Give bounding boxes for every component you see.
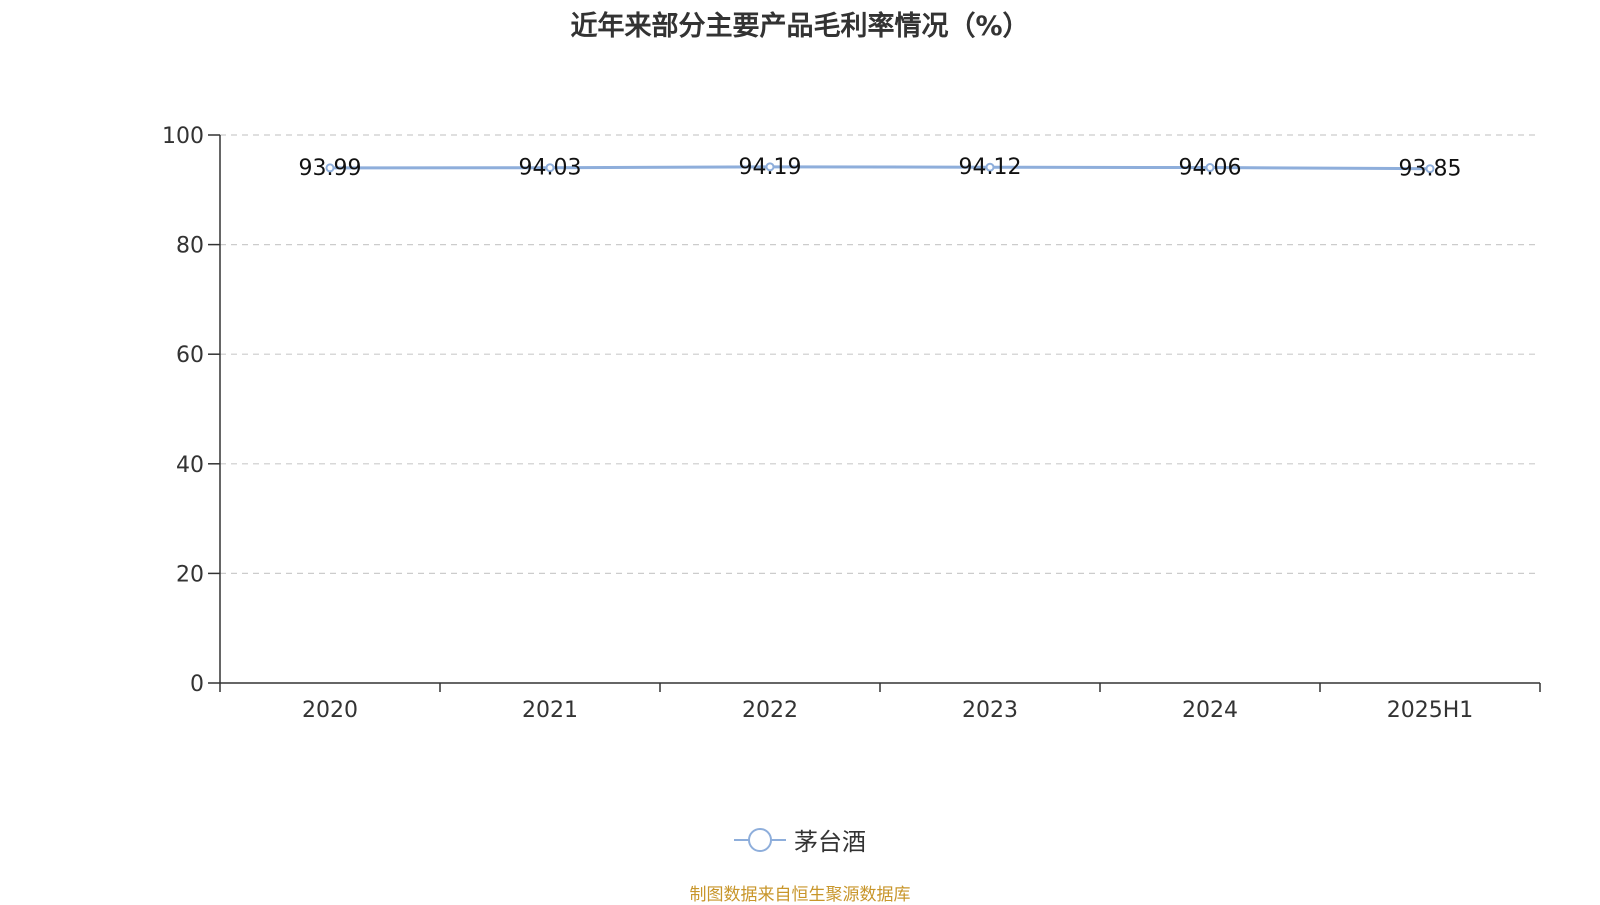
x-tick-label-2024: 2024 <box>1182 698 1238 723</box>
data-point-2021 <box>545 163 555 173</box>
y-tick-label-60: 60 <box>176 343 204 368</box>
data-point-2023 <box>985 162 995 172</box>
data-point-2024 <box>1205 163 1215 173</box>
y-tick-label-40: 40 <box>176 453 204 478</box>
x-tick-label-2021: 2021 <box>522 698 578 723</box>
data-point-2022 <box>765 162 775 172</box>
data-label-2020: 93.99 <box>299 156 362 181</box>
legend[interactable]: 茅台酒 <box>0 822 1600 857</box>
source-note: 制图数据来自恒生聚源数据库 <box>689 885 911 905</box>
y-tick-label-100: 100 <box>162 124 204 149</box>
y-tick-label-20: 20 <box>176 562 204 587</box>
x-tick-label-2023: 2023 <box>962 698 1018 723</box>
chart-title: 近年来部分主要产品毛利率情况（%） <box>570 11 1030 42</box>
data-label-2025H1: 93.85 <box>1399 157 1462 182</box>
legend-label-series: 茅台酒 <box>794 828 866 856</box>
x-tick-label-2020: 2020 <box>302 698 358 723</box>
data-point-2025H1 <box>1425 164 1435 174</box>
data-label-2024: 94.06 <box>1179 156 1242 181</box>
data-label-2022: 94.19 <box>739 155 802 180</box>
data-point-2020 <box>325 163 335 173</box>
data-label-2023: 94.12 <box>959 155 1022 180</box>
legend-line-circle-icon <box>734 827 786 852</box>
y-tick-label-80: 80 <box>176 234 204 259</box>
x-tick-label-2022: 2022 <box>742 698 798 723</box>
series-line-茅台酒 <box>329 165 1431 171</box>
y-tick-label-0: 0 <box>190 672 204 697</box>
x-tick-label-2025H1: 2025H1 <box>1387 698 1474 723</box>
data-label-2021: 94.03 <box>519 156 582 181</box>
